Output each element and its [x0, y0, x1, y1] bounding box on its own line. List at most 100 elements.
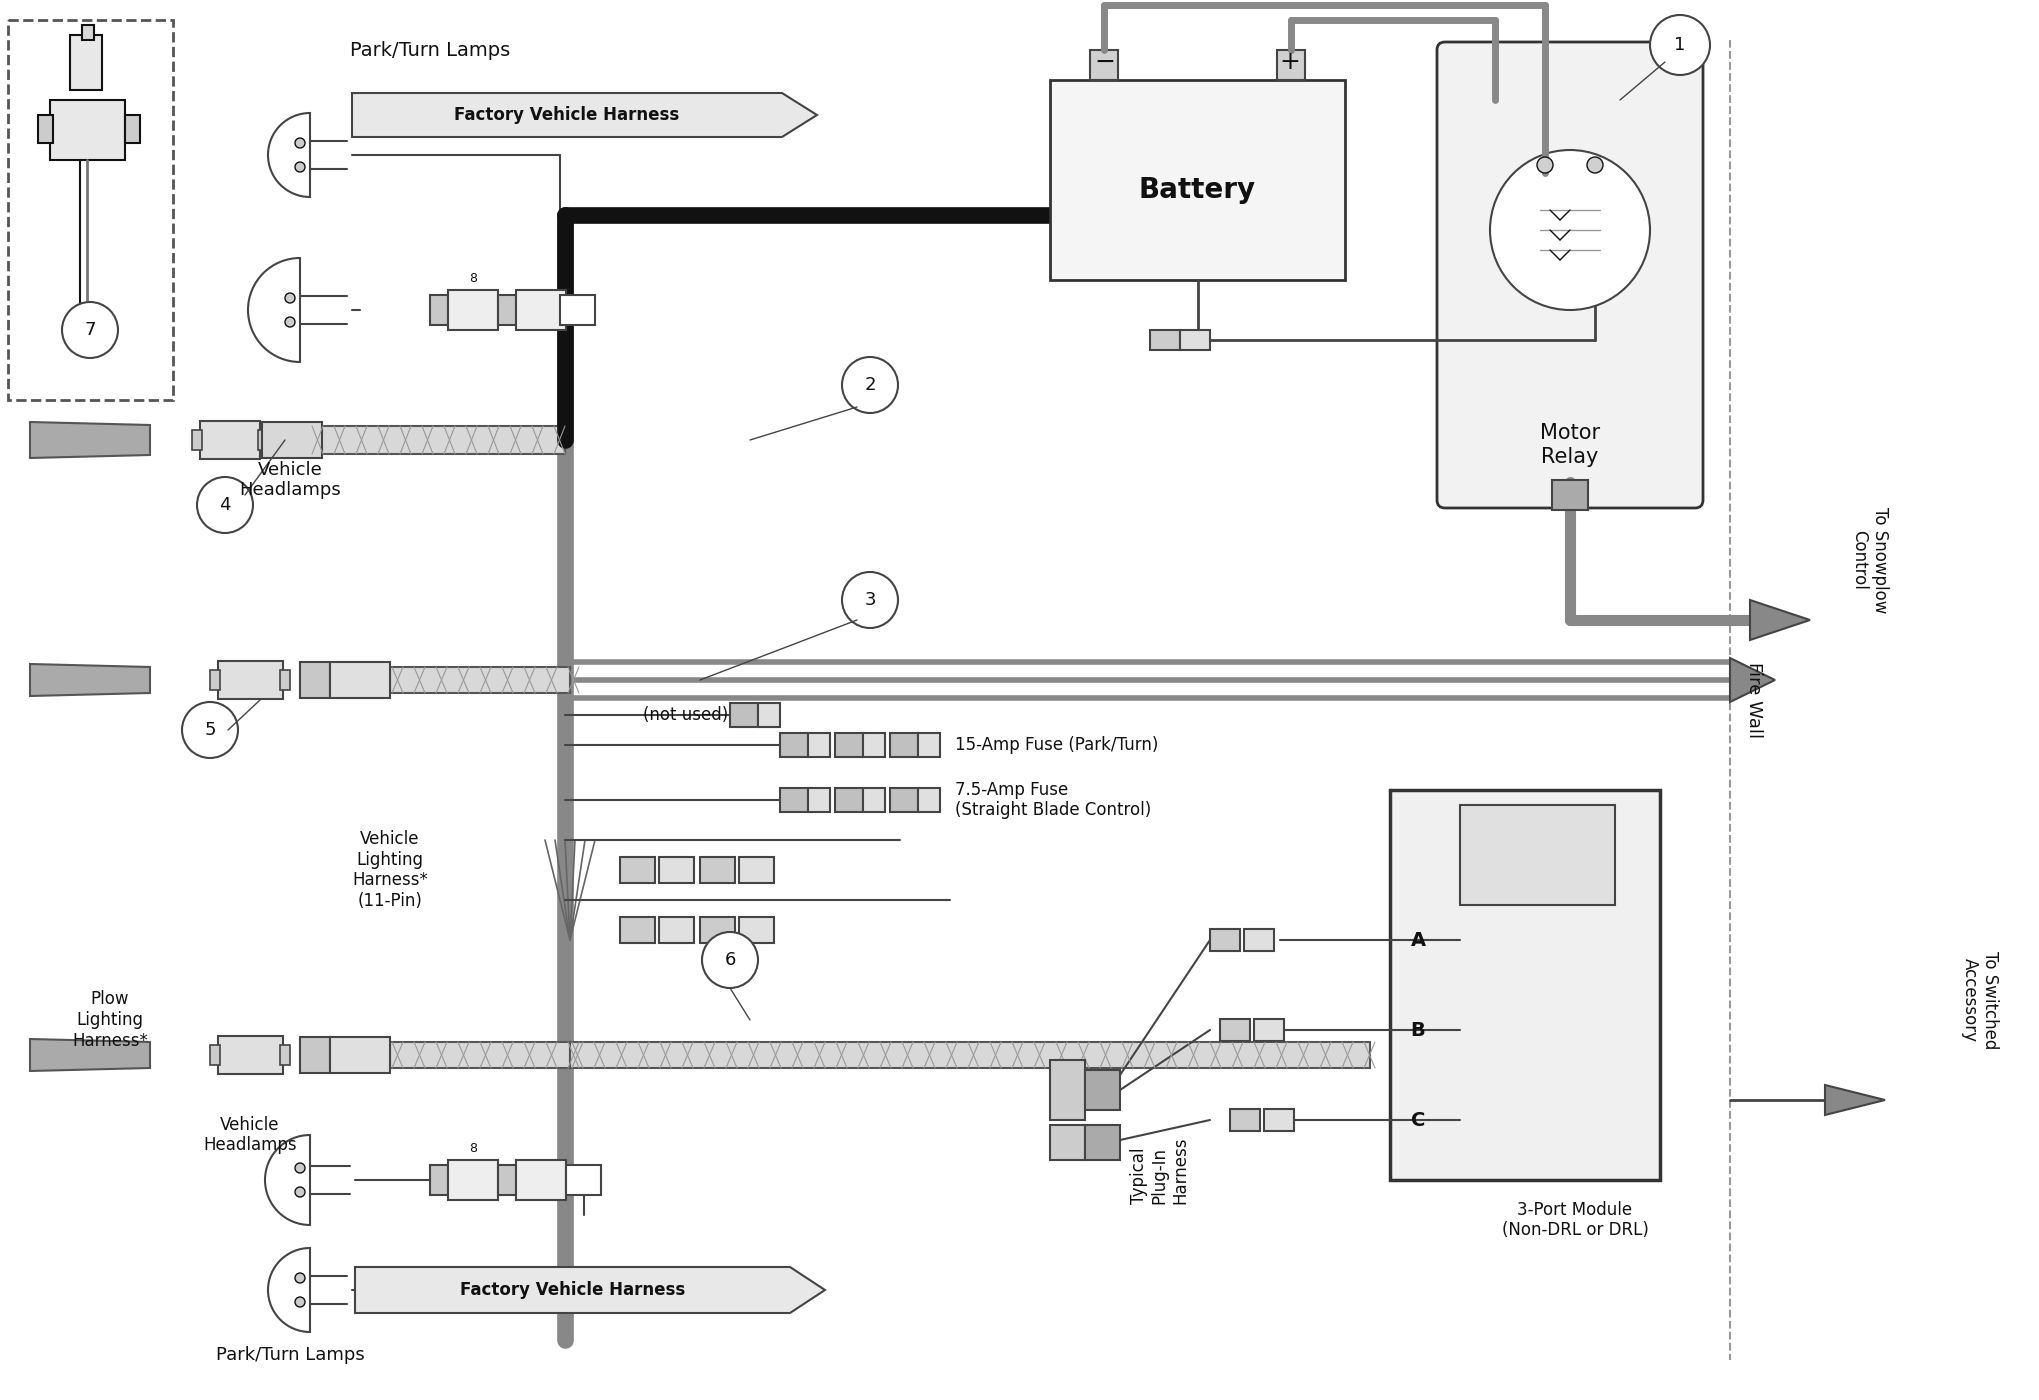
Bar	[620, 917, 655, 944]
Polygon shape	[1729, 658, 1776, 701]
Bar	[1244, 930, 1274, 951]
Bar	[561, 295, 595, 325]
Bar	[124, 115, 141, 143]
Circle shape	[296, 1187, 306, 1197]
Polygon shape	[1749, 601, 1811, 640]
Bar	[200, 421, 261, 459]
Bar	[210, 1044, 220, 1065]
Text: Battery: Battery	[1140, 176, 1256, 204]
Circle shape	[842, 573, 897, 629]
Text: 8: 8	[469, 272, 477, 284]
Bar	[1460, 805, 1615, 904]
Polygon shape	[355, 1267, 826, 1313]
Bar	[39, 115, 53, 143]
Text: To Snowplow
Control: To Snowplow Control	[1851, 507, 1890, 613]
Bar	[69, 35, 102, 90]
Text: Fire Wall: Fire Wall	[1745, 662, 1764, 738]
Text: To Switched
Accessory: To Switched Accessory	[1962, 951, 2000, 1049]
Bar	[300, 1037, 330, 1072]
Bar	[449, 290, 498, 330]
Bar	[1150, 330, 1181, 350]
Bar	[738, 917, 775, 944]
Text: Park/Turn Lamps: Park/Turn Lamps	[216, 1345, 365, 1364]
Bar	[1181, 330, 1209, 350]
Bar	[659, 857, 693, 883]
Bar	[51, 99, 124, 160]
Circle shape	[285, 293, 296, 302]
Circle shape	[296, 1273, 306, 1282]
Bar	[699, 917, 734, 944]
Polygon shape	[1825, 1085, 1884, 1114]
Text: 3-Port Module
(Non-DRL or DRL): 3-Port Module (Non-DRL or DRL)	[1501, 1201, 1648, 1239]
Circle shape	[181, 701, 239, 757]
Circle shape	[296, 1296, 306, 1308]
Bar	[571, 1042, 1370, 1068]
Bar	[210, 671, 220, 690]
Polygon shape	[31, 421, 151, 458]
Bar	[1050, 1060, 1085, 1120]
Text: Factory Vehicle Harness: Factory Vehicle Harness	[455, 106, 679, 125]
Bar	[516, 1161, 567, 1200]
Bar	[389, 1042, 571, 1068]
Bar	[862, 788, 885, 812]
Wedge shape	[267, 1247, 310, 1331]
Bar	[1085, 1126, 1119, 1161]
Bar	[430, 295, 449, 325]
Bar	[1391, 790, 1660, 1180]
Bar	[1091, 50, 1117, 80]
Polygon shape	[31, 1039, 151, 1071]
Bar	[300, 662, 330, 699]
Text: −: −	[1095, 50, 1115, 74]
Text: 4: 4	[220, 496, 230, 514]
Bar	[836, 734, 862, 757]
Bar	[918, 788, 940, 812]
Bar	[218, 661, 283, 699]
Bar	[279, 671, 290, 690]
Bar	[620, 857, 655, 883]
Text: Park/Turn Lamps: Park/Turn Lamps	[351, 41, 510, 59]
Text: Plow
Lighting
Harness*: Plow Lighting Harness*	[71, 990, 149, 1050]
Text: 6: 6	[724, 951, 736, 969]
Bar	[699, 857, 734, 883]
Circle shape	[285, 316, 296, 328]
Bar	[567, 1165, 602, 1196]
Bar	[310, 426, 565, 454]
Circle shape	[1650, 15, 1711, 76]
Bar	[218, 1036, 283, 1074]
Circle shape	[1537, 157, 1554, 174]
Bar	[836, 788, 862, 812]
Text: 3: 3	[865, 591, 875, 609]
Bar	[807, 788, 830, 812]
Bar	[430, 1165, 449, 1196]
Polygon shape	[353, 92, 818, 137]
Circle shape	[296, 139, 306, 148]
Bar	[330, 662, 389, 699]
Bar	[1050, 80, 1346, 280]
Bar	[192, 430, 202, 449]
Circle shape	[61, 302, 118, 358]
Bar	[738, 857, 775, 883]
Text: 1: 1	[1674, 36, 1686, 55]
Text: A: A	[1411, 931, 1425, 949]
Circle shape	[1586, 157, 1603, 174]
Text: +: +	[1280, 50, 1301, 74]
Bar	[498, 295, 516, 325]
Circle shape	[296, 162, 306, 172]
Bar	[449, 1161, 498, 1200]
Bar	[1209, 930, 1240, 951]
Bar	[279, 1044, 290, 1065]
Bar	[82, 25, 94, 41]
Text: 7.5-Amp Fuse
(Straight Blade Control): 7.5-Amp Fuse (Straight Blade Control)	[954, 781, 1152, 819]
Text: (not used): (not used)	[642, 706, 728, 724]
Bar	[330, 1037, 389, 1072]
Wedge shape	[265, 1135, 310, 1225]
Bar	[781, 788, 807, 812]
Bar	[918, 734, 940, 757]
Bar	[1219, 1019, 1250, 1042]
Circle shape	[296, 1163, 306, 1173]
Bar	[8, 20, 173, 400]
Wedge shape	[249, 258, 300, 363]
Bar	[516, 290, 567, 330]
Text: B: B	[1411, 1021, 1425, 1039]
Text: C: C	[1411, 1110, 1425, 1130]
